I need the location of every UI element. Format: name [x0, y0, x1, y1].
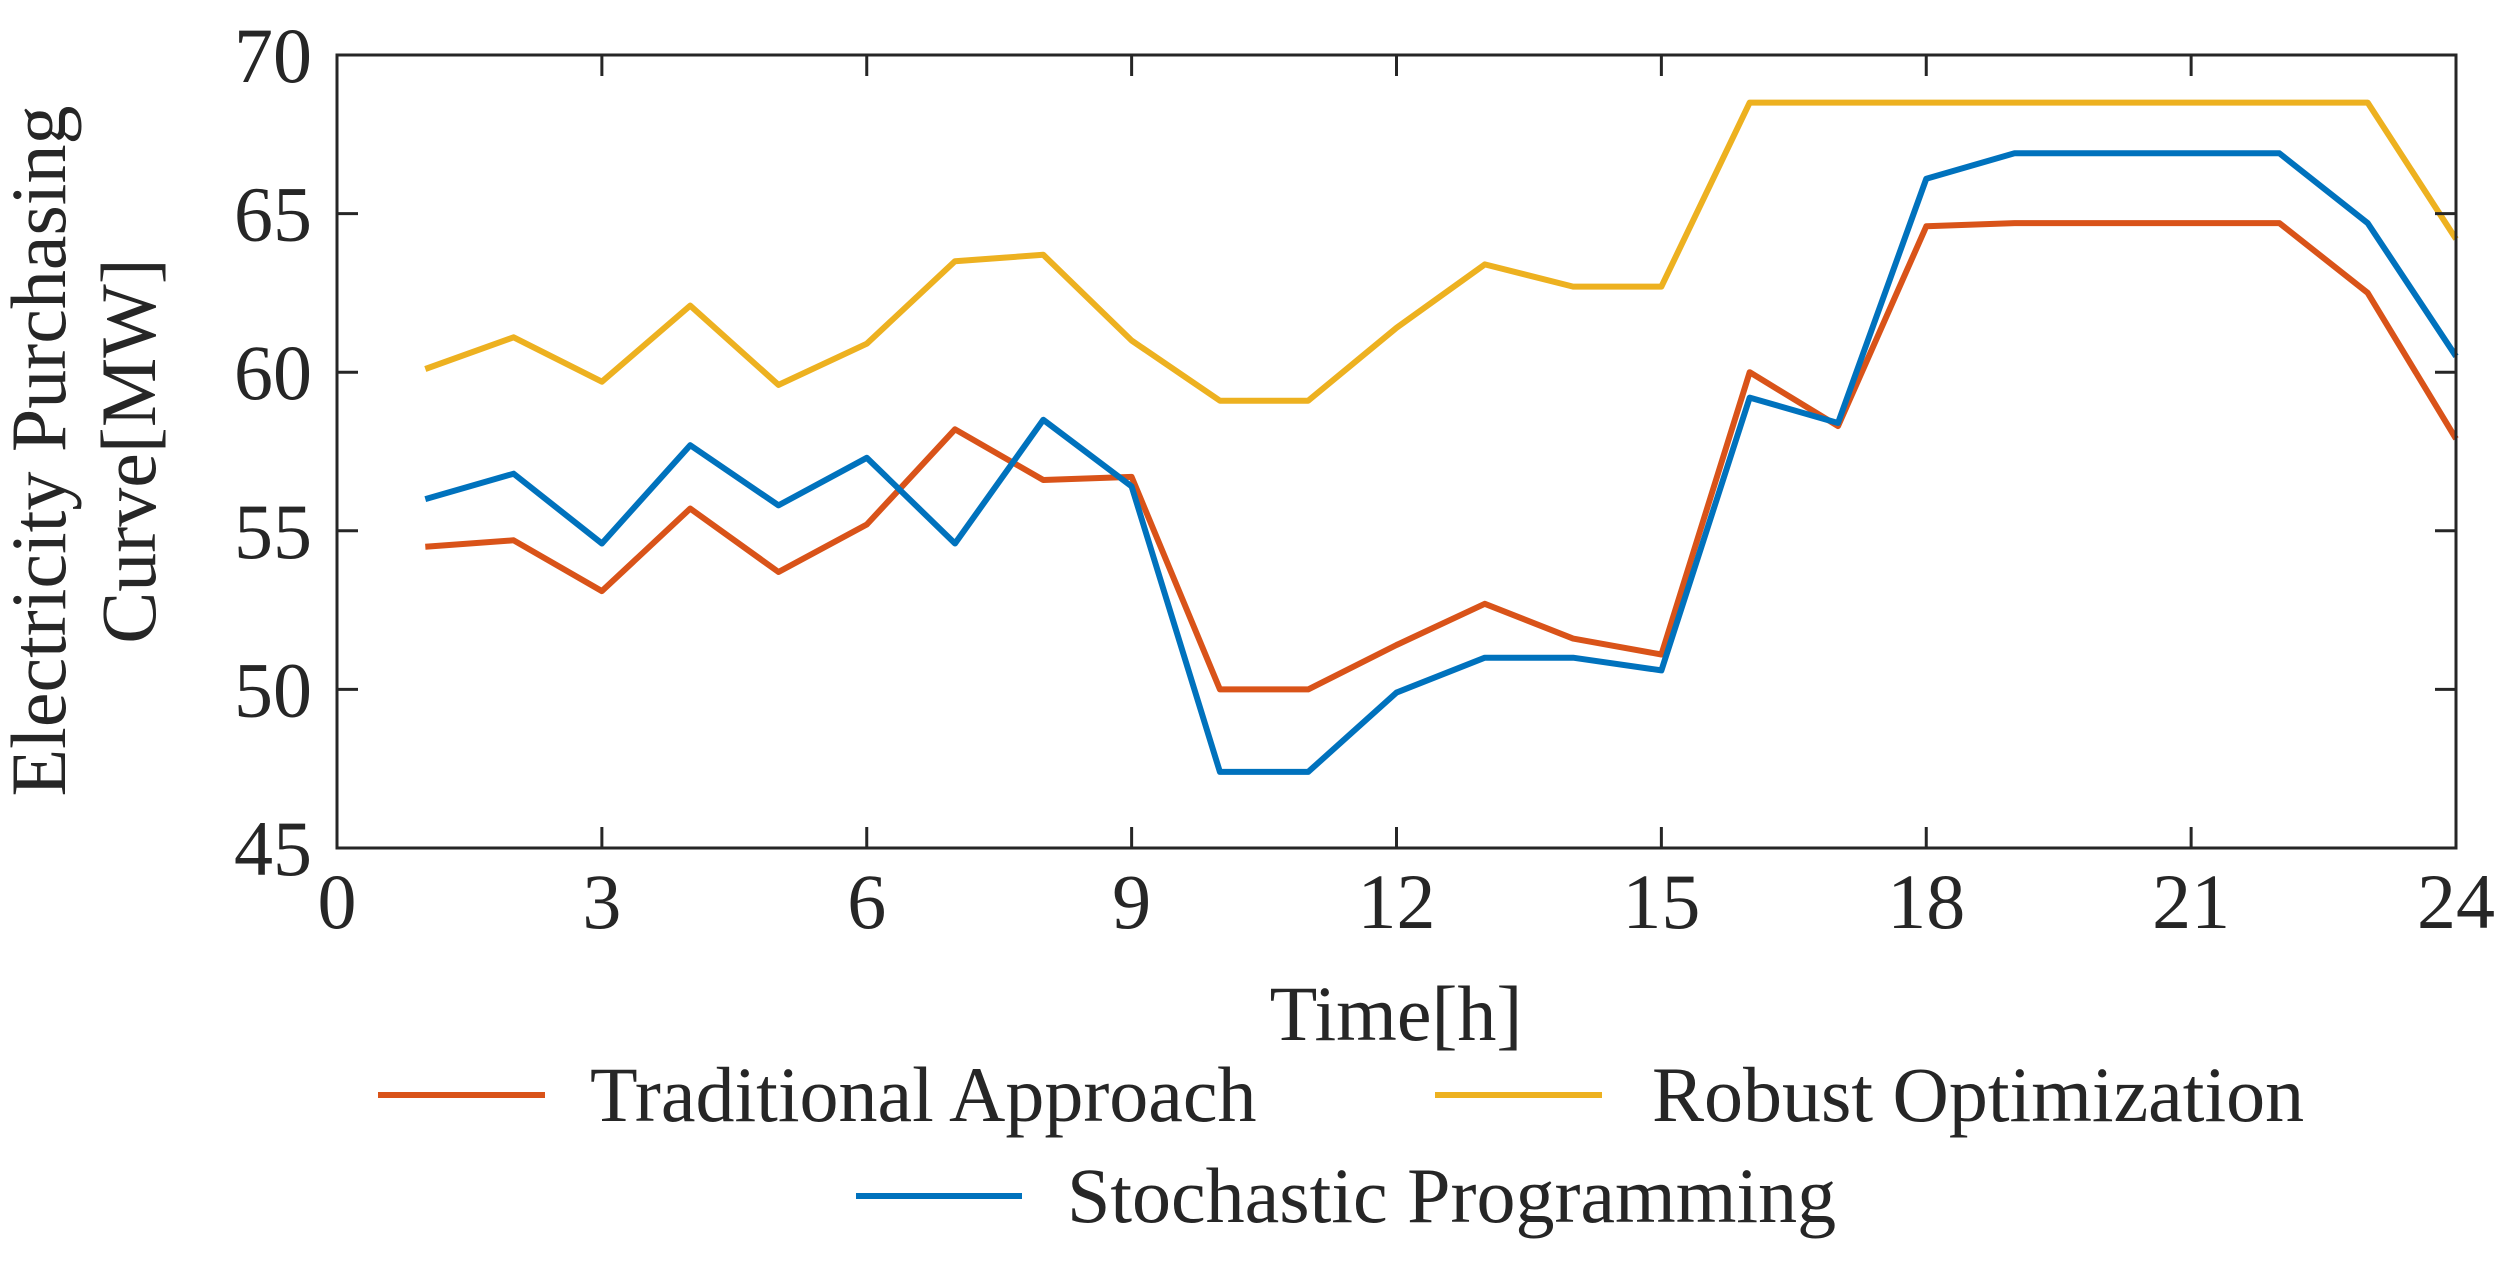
x-axis-label: Time[h]	[1270, 970, 1523, 1057]
legend-label-traditional-approach: Traditional Approach	[590, 1051, 1257, 1138]
series-line-robust-optimization	[424, 99, 2459, 404]
series-line-stochastic-programming	[424, 150, 2459, 775]
y-tick-label-70: 70	[234, 12, 312, 99]
y-tick-label-50: 50	[234, 646, 312, 733]
legend-entry-traditional-approach: Traditional Approach	[378, 1051, 1257, 1138]
x-tick-label-6: 6	[847, 858, 886, 945]
x-tick-label-15: 15	[1622, 858, 1700, 945]
y-tick-label-60: 60	[234, 329, 312, 416]
y-axis-label-line-1: Electricity Purchasing	[0, 106, 82, 797]
axis-ticks	[335, 53, 2458, 850]
plot-frame	[335, 53, 2458, 850]
x-tick-label-24: 24	[2417, 858, 2495, 945]
x-tick-label-3: 3	[582, 858, 621, 945]
x-tick-label-18: 18	[1887, 858, 1965, 945]
legend-entry-stochastic-programming: Stochastic Programming	[856, 1152, 1836, 1239]
legend-entry-robust-optimization: Robust Optimization	[1435, 1051, 2304, 1138]
x-tick-label-12: 12	[1358, 858, 1436, 945]
tick-labels: 0 3 6 9 12 15 18 21 24 45 50 55 60 65 70	[234, 12, 2495, 945]
x-tick-label-21: 21	[2152, 858, 2230, 945]
legend: Traditional Approach Robust Optimization…	[378, 1051, 2304, 1239]
y-tick-label-65: 65	[234, 171, 312, 258]
legend-label-stochastic-programming: Stochastic Programming	[1067, 1152, 1836, 1239]
x-tick-label-9: 9	[1112, 858, 1151, 945]
x-tick-label-0: 0	[318, 858, 357, 945]
series-line-traditional-approach	[425, 220, 2459, 693]
y-tick-label-55: 55	[234, 488, 312, 575]
series-lines	[424, 99, 2459, 775]
legend-label-robust-optimization: Robust Optimization	[1652, 1051, 2304, 1138]
y-axis-label-line-2: Curve[MW]	[85, 258, 172, 644]
y-tick-label-45: 45	[234, 805, 312, 892]
